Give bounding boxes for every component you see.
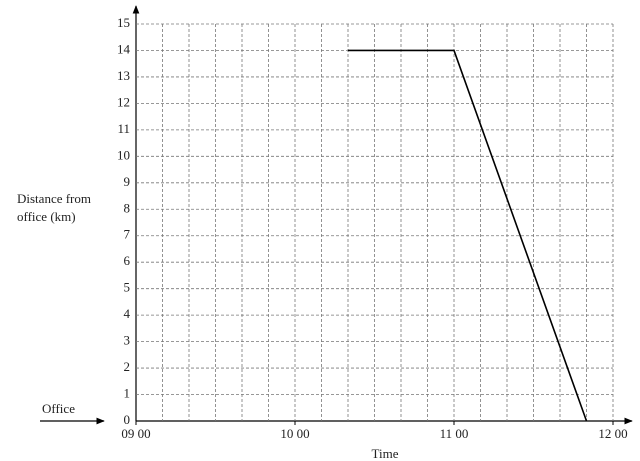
x-axis-label: Time — [372, 446, 399, 461]
y-tick-label: 13 — [117, 68, 130, 83]
y-tick-label: 4 — [124, 306, 131, 321]
y-axis-label: office (km) — [17, 209, 76, 224]
y-tick-label: 10 — [117, 147, 130, 162]
y-tick-label: 7 — [124, 227, 131, 242]
x-tick-label: 12 00 — [598, 426, 627, 441]
y-tick-label: 8 — [124, 200, 131, 215]
x-tick-label: 10 00 — [280, 426, 309, 441]
y-tick-label: 3 — [124, 333, 131, 348]
y-tick-label: 12 — [117, 94, 130, 109]
y-tick-label: 14 — [117, 41, 131, 56]
y-axis-label: Distance from — [17, 191, 91, 206]
x-tick-label: 11 00 — [440, 426, 469, 441]
line — [348, 49, 588, 422]
x-tick-label: 09 00 — [121, 426, 150, 441]
y-tick-label: 15 — [117, 15, 130, 30]
y-tick-label: 0 — [124, 412, 131, 427]
y-tick-label: 5 — [124, 280, 131, 295]
y-tick-label: 1 — [124, 386, 131, 401]
y-tick-label: 9 — [124, 174, 131, 189]
office-label: Office — [42, 401, 75, 416]
y-tick-label: 11 — [117, 121, 130, 136]
y-tick-label: 2 — [124, 359, 131, 374]
y-tick-label: 6 — [124, 253, 131, 268]
